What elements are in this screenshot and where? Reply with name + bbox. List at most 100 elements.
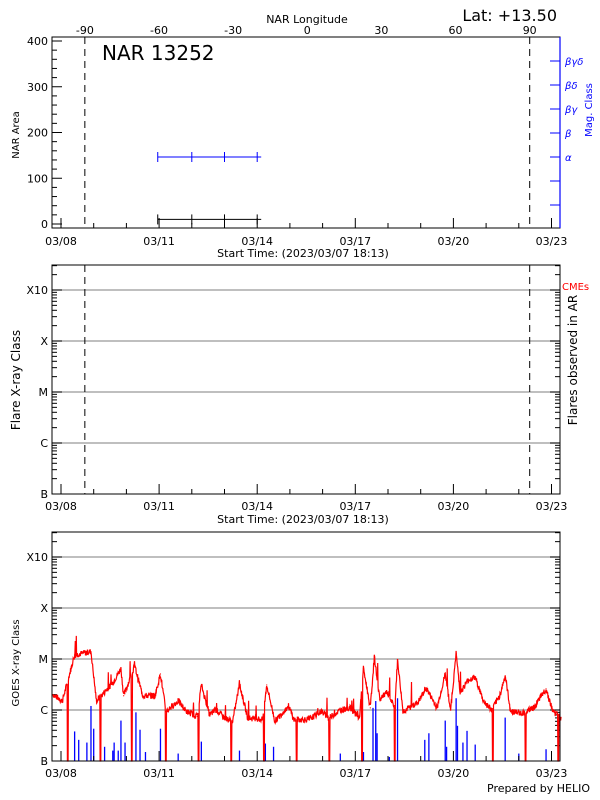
goes-flux-point xyxy=(123,695,125,697)
goes-flux-point xyxy=(379,698,381,701)
goes-flux-point xyxy=(522,712,524,714)
nar-x-tick-label: 03/08 xyxy=(45,235,77,248)
flare-x-tick-label: 03/20 xyxy=(438,500,470,513)
goes-flux-point xyxy=(417,701,419,704)
goes-flux-point xyxy=(238,683,241,685)
goes-x-tick-label: 03/23 xyxy=(536,767,568,780)
goes-flux-point xyxy=(436,707,438,709)
flare-plot-frame xyxy=(51,264,561,495)
goes-flux-point xyxy=(467,679,469,681)
goes-flux-point xyxy=(200,684,202,686)
flare-x-tick-label: 03/08 xyxy=(45,500,77,513)
goes-flux-point xyxy=(308,718,310,721)
goes-flux-point xyxy=(510,710,512,712)
goes-y-tick-label: X xyxy=(40,602,48,615)
mag-class-tick-label: β xyxy=(564,129,572,140)
nar-y-tick-label: 200 xyxy=(27,127,48,140)
nar-x-tick-label: 03/23 xyxy=(536,235,568,248)
goes-flux-point xyxy=(499,695,501,697)
goes-flux-point xyxy=(95,700,98,702)
goes-flux-point xyxy=(504,675,506,677)
flare-x-tick-label: 03/11 xyxy=(143,500,175,513)
start-time-label-2: Start Time: (2023/03/07 18:13) xyxy=(217,513,389,526)
goes-flux-point xyxy=(165,710,167,712)
goes-flux-point xyxy=(223,717,226,719)
goes-flux-point xyxy=(185,710,187,712)
goes-flux-point xyxy=(90,650,92,653)
flare-y-tick-label: X xyxy=(40,335,48,348)
goes-flux-point xyxy=(159,673,162,675)
goes-flux-point xyxy=(287,705,290,707)
goes-flux-point xyxy=(61,700,63,702)
flare-class-axis-label: Flare X-ray Class xyxy=(9,330,23,430)
goes-flux-point xyxy=(232,720,234,722)
goes-y-tick-label: B xyxy=(40,755,48,768)
goes-flux-point xyxy=(533,707,535,709)
longitude-axis-label: NAR Longitude xyxy=(266,13,348,26)
flare-y-tick-label: M xyxy=(39,386,49,399)
longitude-tick-label: 0 xyxy=(304,24,311,37)
goes-flux-point xyxy=(339,709,341,711)
goes-flux-point xyxy=(215,709,217,711)
goes-flux-point xyxy=(402,710,404,712)
nar-y-tick-label: 100 xyxy=(27,172,48,185)
goes-x-tick-label: 03/20 xyxy=(438,767,470,780)
goes-y-tick-label: X10 xyxy=(26,551,48,564)
goes-flux-point xyxy=(362,667,365,669)
goes-class-axis-label: GOES X-ray Class xyxy=(11,619,22,706)
goes-flux-point xyxy=(425,687,427,689)
goes-flux-point xyxy=(154,695,156,697)
nar-x-tick-label: 03/14 xyxy=(241,235,273,248)
nar-plot-frame xyxy=(51,36,561,229)
nar-title: NAR 13252 xyxy=(102,41,215,65)
goes-flux-point xyxy=(560,717,562,719)
goes-flux-point xyxy=(386,691,388,694)
mag-class-tick-label: βδ xyxy=(564,81,578,92)
mag-class-tick-label: α xyxy=(565,153,572,164)
goes-x-tick-label: 03/14 xyxy=(241,767,273,780)
goes-flux-point xyxy=(474,676,476,678)
goes-flux-point xyxy=(545,688,547,690)
longitude-tick-label: 60 xyxy=(449,24,463,37)
goes-flux-point xyxy=(373,656,375,658)
goes-flux-point xyxy=(208,714,211,716)
goes-flux-point xyxy=(455,652,457,654)
goes-flux-point xyxy=(247,717,249,719)
mag-class-axis-label: Mag. Class xyxy=(584,83,595,137)
goes-flux-point xyxy=(320,710,322,712)
goes-flux-point xyxy=(133,665,136,667)
prepared-by-label: Prepared by HELIO xyxy=(487,782,590,795)
goes-flux-point xyxy=(552,710,554,712)
goes-flux-point xyxy=(369,707,371,709)
goes-flux-point xyxy=(358,717,360,719)
goes-y-tick-label: C xyxy=(40,704,48,717)
goes-flux-point xyxy=(120,667,122,670)
cmes-label: CMEs xyxy=(562,282,589,293)
goes-flux-point xyxy=(274,720,276,722)
flare-x-tick-label: 03/14 xyxy=(241,500,273,513)
flare-x-tick-label: 03/17 xyxy=(339,500,371,513)
goes-flux-point xyxy=(349,707,351,709)
nar-y-tick-label: 0 xyxy=(41,218,48,231)
latitude-label: Lat: +13.50 xyxy=(462,6,557,25)
goes-flux-point xyxy=(177,700,179,702)
flare-x-tick-label: 03/23 xyxy=(536,500,568,513)
flare-y-tick-label: C xyxy=(40,437,48,450)
goes-flux-point xyxy=(459,691,461,694)
nar-y-tick-label: 400 xyxy=(27,35,48,48)
goes-x-tick-label: 03/08 xyxy=(45,767,77,780)
flares-observed-axis-label: Flares observed in AR xyxy=(566,295,580,425)
goes-flux-point xyxy=(450,709,452,711)
goes-flux-point xyxy=(196,715,198,717)
longitude-tick-label: -60 xyxy=(150,24,168,37)
goes-flux-point xyxy=(52,694,54,696)
goes-plot-frame xyxy=(51,531,561,762)
nar-x-tick-label: 03/11 xyxy=(143,235,175,248)
goes-y-tick-label: M xyxy=(39,653,49,666)
nar-y-tick-label: 300 xyxy=(27,81,48,94)
goes-flux-point xyxy=(482,700,484,702)
nar-x-tick-label: 03/20 xyxy=(438,235,470,248)
goes-flux-point xyxy=(266,684,268,686)
mag-class-tick-label: βγ xyxy=(564,105,578,116)
